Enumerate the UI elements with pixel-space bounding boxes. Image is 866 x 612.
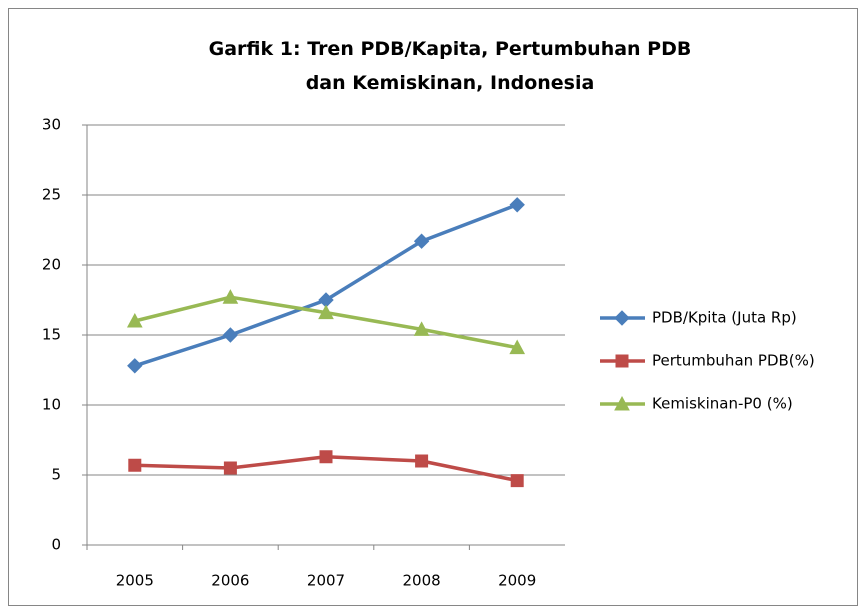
y-tick-label: 10 [42,396,61,414]
legend-marker [614,395,630,411]
chart-title: Garfik 1: Tren PDB/Kapita, Pertumbuhan P… [208,38,692,94]
legend-label: PDB/Kpita (Juta Rp) [652,309,797,327]
legend-label: Kemiskinan-P0 (%) [652,395,793,413]
y-tick-label: 25 [42,186,61,204]
x-tick-label: 2007 [307,572,345,590]
data-point [413,321,430,336]
data-point [319,450,333,464]
data-point [510,474,524,488]
x-tick-label: 2008 [403,572,441,590]
data-point [127,358,143,374]
y-tick-label: 0 [51,536,61,554]
x-tick-label: 2009 [498,572,536,590]
data-point [318,304,334,320]
legend-label: Pertumbuhan PDB(%) [652,352,815,370]
data-point [126,312,143,328]
data-point [128,458,142,472]
legend-marker [615,354,629,368]
data-point [222,327,239,343]
y-tick-label: 15 [42,326,61,344]
data-point [223,461,237,475]
data-point [413,233,430,249]
y-tick-label: 20 [42,256,61,274]
data-point [509,339,526,355]
chart-border [8,8,858,606]
legend-marker [614,310,630,326]
y-tick-label: 30 [42,116,61,134]
data-point [222,289,239,304]
data-point [509,197,525,213]
x-tick-label: 2006 [211,572,249,590]
x-tick-label: 2005 [116,572,154,590]
data-point [415,454,429,468]
y-tick-label: 5 [51,466,61,484]
